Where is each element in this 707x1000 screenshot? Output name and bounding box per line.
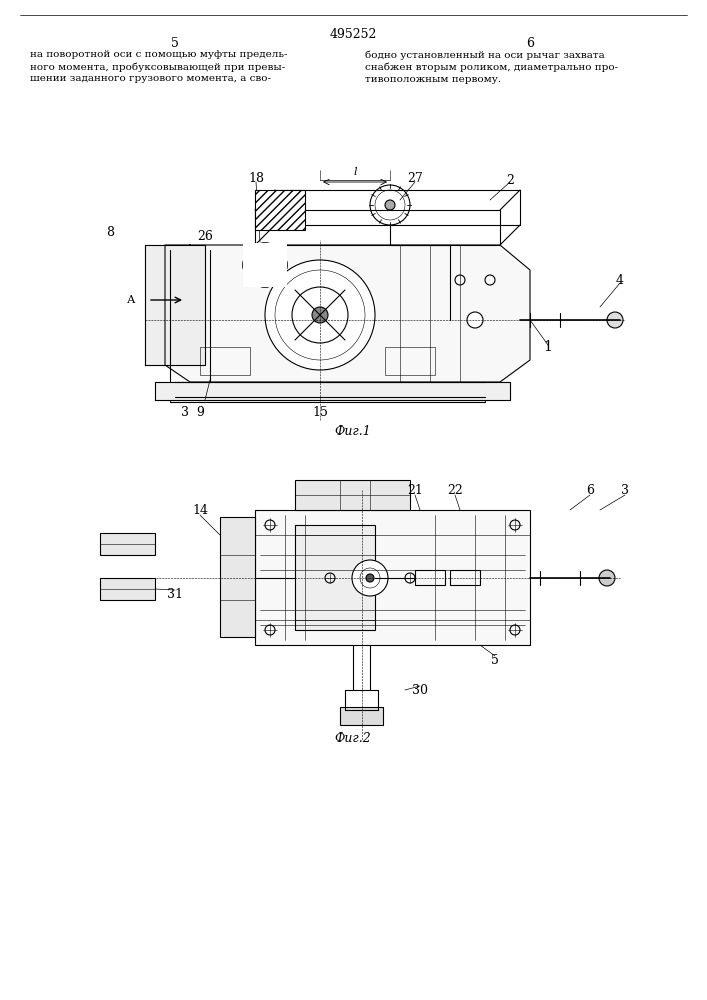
Text: 6: 6: [586, 484, 594, 496]
Text: 15: 15: [312, 406, 328, 418]
Text: на поворотной оси с помощью муфты предель-
ного момента, пробуксовывающей при пр: на поворотной оси с помощью муфты предел…: [30, 50, 288, 83]
Text: бодно установленный на оси рычаг захвата
снабжен вторым роликом, диаметрально пр: бодно установленный на оси рычаг захвата…: [365, 50, 618, 84]
Text: 5: 5: [491, 654, 499, 666]
Bar: [255, 510, 530, 645]
Text: 31: 31: [167, 588, 183, 601]
Text: 14: 14: [192, 504, 208, 516]
Text: А: А: [127, 295, 135, 305]
Text: 27: 27: [407, 172, 423, 184]
Text: 22: 22: [447, 484, 463, 496]
Bar: [340, 707, 383, 725]
Text: 2: 2: [506, 174, 514, 186]
Text: 9: 9: [196, 406, 204, 418]
Text: 21: 21: [407, 484, 423, 496]
Bar: [243, 243, 287, 287]
Bar: [100, 533, 155, 555]
Polygon shape: [145, 245, 205, 365]
Text: 18: 18: [248, 172, 264, 184]
Bar: [220, 517, 255, 637]
Bar: [450, 570, 480, 585]
Circle shape: [265, 260, 375, 370]
Bar: [385, 347, 435, 375]
Polygon shape: [155, 382, 510, 400]
Bar: [295, 525, 375, 630]
Circle shape: [607, 312, 623, 328]
Circle shape: [599, 570, 615, 586]
Text: Фиг.1: Фиг.1: [334, 425, 371, 438]
Text: 495252: 495252: [329, 28, 377, 41]
Bar: [255, 190, 305, 230]
Circle shape: [366, 574, 374, 582]
Bar: [295, 480, 410, 510]
Circle shape: [352, 560, 388, 596]
Text: 8: 8: [106, 227, 114, 239]
Bar: [170, 382, 485, 402]
Bar: [295, 535, 375, 620]
Bar: [200, 347, 250, 375]
Text: Фиг.2: Фиг.2: [334, 732, 371, 745]
Circle shape: [243, 243, 287, 287]
Circle shape: [385, 200, 395, 210]
Text: 6: 6: [526, 37, 534, 50]
Text: 30: 30: [412, 684, 428, 696]
Text: 26: 26: [197, 231, 213, 243]
Text: 3: 3: [621, 484, 629, 496]
Circle shape: [467, 312, 483, 328]
Text: 4: 4: [616, 273, 624, 286]
Circle shape: [312, 307, 328, 323]
Bar: [415, 570, 445, 585]
Text: 3: 3: [181, 406, 189, 418]
Text: l: l: [354, 167, 357, 177]
Polygon shape: [165, 245, 530, 382]
Circle shape: [370, 185, 410, 225]
Text: 1: 1: [544, 340, 552, 354]
Text: 5: 5: [171, 37, 179, 50]
Bar: [100, 578, 155, 600]
